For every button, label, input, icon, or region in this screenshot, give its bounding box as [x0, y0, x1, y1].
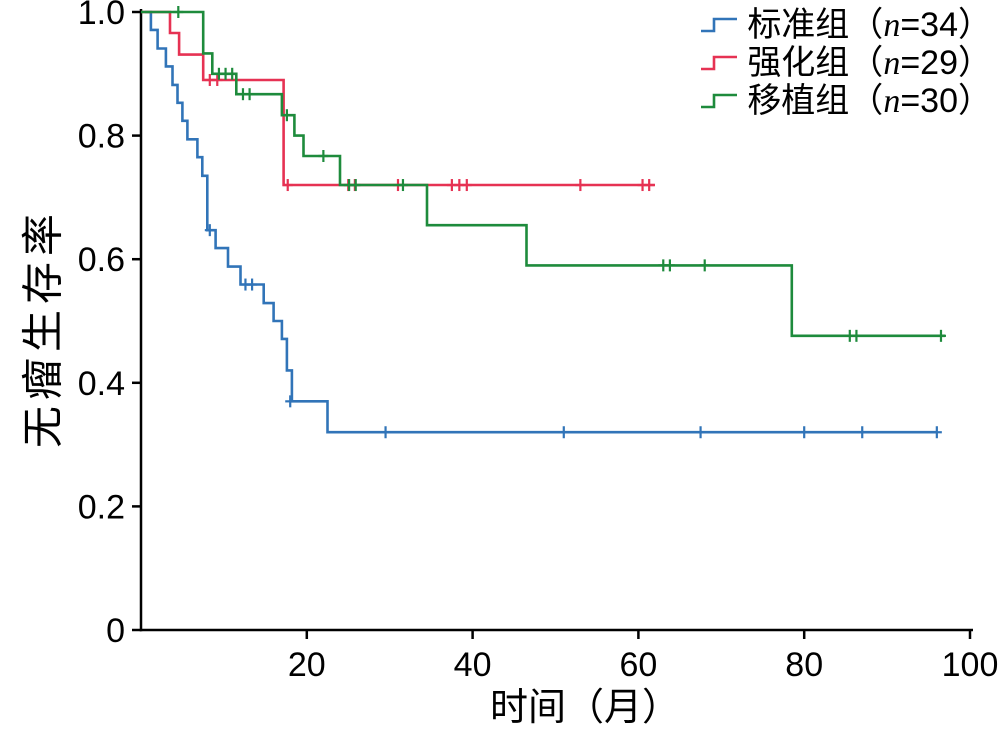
legend-entry-transplant: 移植组（n=30） [699, 82, 992, 120]
x-axis-title: 时间（月） [489, 687, 681, 729]
survival-curve-standard [145, 10, 937, 434]
legend-label-standard-post: =34） [900, 5, 992, 44]
legend-label-intensified-post: =29） [900, 43, 992, 82]
legend-label-intensified: 强化组（n=29） [747, 44, 992, 83]
x-tick-label: 60 [619, 646, 657, 684]
legend-entry-standard: 标准组（n=34） [699, 6, 992, 44]
legend-entry-intensified: 强化组（n=29） [699, 44, 992, 82]
legend-label-standard-pre: 标准组（ [747, 5, 884, 44]
legend-label-standard-n: n [883, 6, 901, 44]
legend-label-transplant-post: =30） [900, 81, 992, 120]
x-tick-label: 100 [942, 646, 999, 684]
y-tick-label: 0.2 [78, 488, 125, 526]
legend-line-transplant-icon [701, 93, 738, 109]
legend-line-standard-icon [701, 17, 738, 33]
legend-label-transplant-pre: 移植组（ [747, 81, 884, 120]
legend-line-intensified-icon [701, 55, 738, 71]
x-tick-label: 80 [785, 646, 823, 684]
survival-curve-transplant [141, 10, 946, 338]
legend-label-transplant: 移植组（n=30） [747, 82, 992, 121]
y-tick-label: 0.8 [78, 118, 125, 156]
y-tick-label: 1.0 [78, 0, 125, 32]
legend-label-standard: 标准组（n=34） [747, 6, 992, 45]
legend-label-intensified-pre: 强化组（ [747, 43, 884, 82]
y-tick-label: 0.4 [78, 365, 125, 403]
legend-label-transplant-n: n [883, 82, 901, 120]
survival-curve-intensified [141, 10, 655, 187]
chart-legend: 标准组（n=34） 强化组（n=29） 移植组（n=30） [699, 6, 992, 120]
x-tick-label: 40 [454, 646, 492, 684]
legend-label-intensified-n: n [883, 44, 901, 82]
x-tick-label: 20 [288, 646, 326, 684]
y-tick-label: 0 [106, 612, 125, 650]
y-axis-title: 无瘤生存率 [19, 207, 67, 449]
y-tick-label: 0.6 [78, 241, 125, 279]
